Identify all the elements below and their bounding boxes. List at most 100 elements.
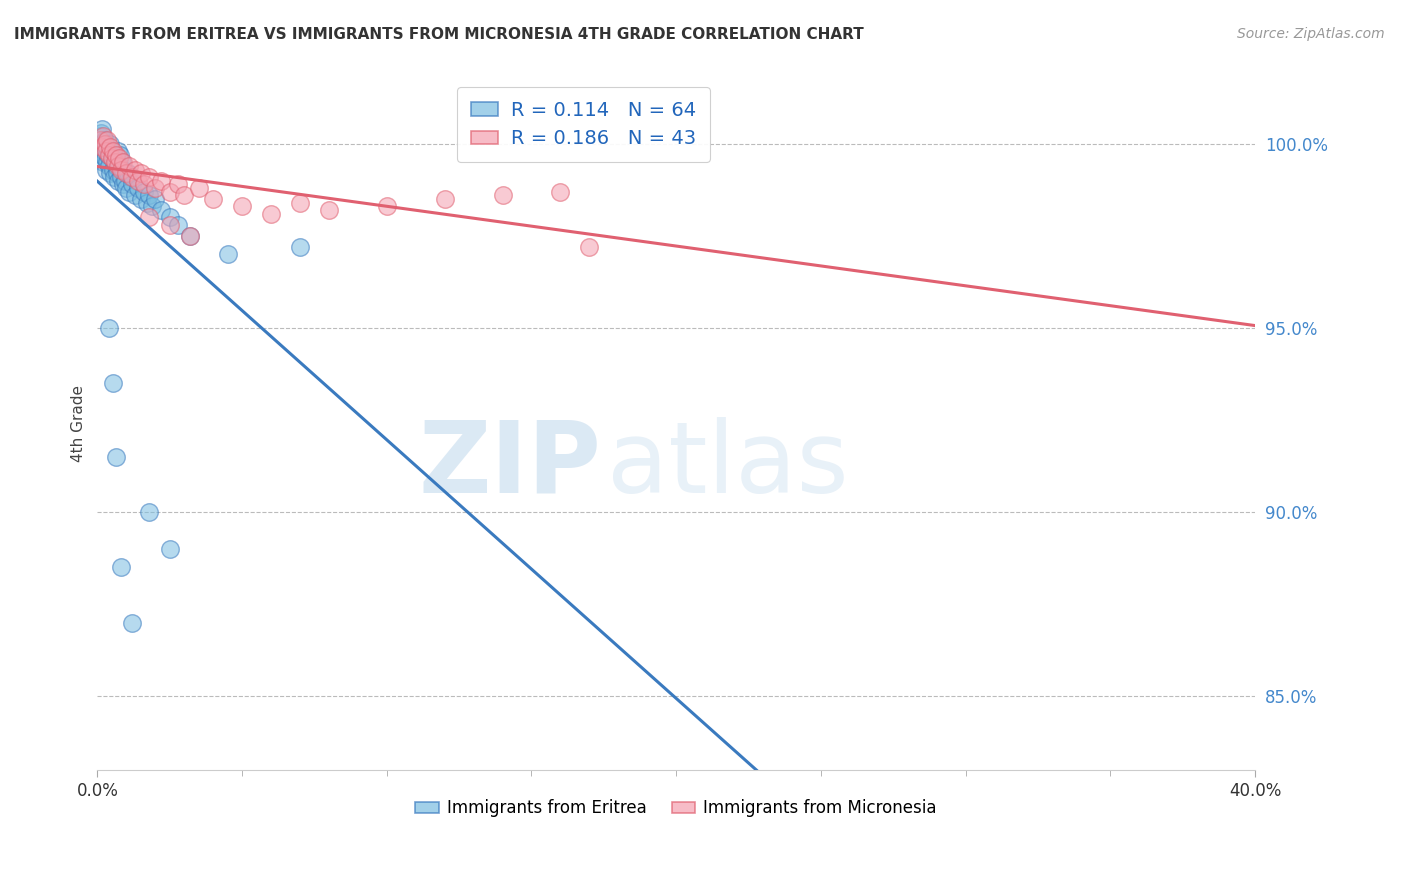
Point	[115, 181, 138, 195]
Point	[97, 148, 120, 162]
Point	[167, 178, 190, 192]
Point	[104, 159, 127, 173]
Point	[179, 228, 201, 243]
Point	[91, 122, 114, 136]
Point	[159, 185, 181, 199]
Point	[121, 615, 143, 630]
Point	[132, 185, 155, 199]
Point	[118, 185, 141, 199]
Point	[100, 166, 122, 180]
Point	[143, 192, 166, 206]
Point	[124, 162, 146, 177]
Point	[173, 188, 195, 202]
Point	[550, 185, 572, 199]
Point	[187, 181, 209, 195]
Point	[94, 162, 117, 177]
Legend: Immigrants from Eritrea, Immigrants from Micronesia: Immigrants from Eritrea, Immigrants from…	[409, 793, 943, 824]
Point	[112, 162, 135, 177]
Point	[108, 148, 131, 162]
Point	[231, 199, 253, 213]
Point	[91, 155, 114, 169]
Point	[103, 376, 125, 391]
Point	[150, 202, 173, 217]
Point	[124, 188, 146, 202]
Point	[104, 155, 127, 169]
Point	[107, 144, 129, 158]
Point	[93, 144, 115, 158]
Point	[89, 129, 111, 144]
Point	[202, 192, 225, 206]
Point	[100, 140, 122, 154]
Point	[105, 152, 128, 166]
Point	[111, 155, 134, 169]
Point	[141, 199, 163, 213]
Point	[105, 450, 128, 464]
Point	[110, 560, 132, 574]
Point	[100, 144, 122, 158]
Point	[114, 173, 136, 187]
Point	[93, 152, 115, 166]
Point	[90, 126, 112, 140]
Point	[578, 240, 600, 254]
Point	[318, 202, 340, 217]
Point	[159, 541, 181, 556]
Point	[138, 505, 160, 519]
Point	[150, 173, 173, 187]
Point	[135, 195, 157, 210]
Point	[97, 321, 120, 335]
Point	[89, 140, 111, 154]
Point	[101, 152, 124, 166]
Point	[110, 162, 132, 177]
Point	[129, 166, 152, 180]
Point	[138, 169, 160, 184]
Point	[138, 211, 160, 225]
Point	[94, 133, 117, 147]
Point	[127, 173, 149, 187]
Point	[103, 148, 125, 162]
Point	[107, 159, 129, 173]
Point	[105, 166, 128, 180]
Point	[96, 140, 118, 154]
Point	[96, 133, 118, 147]
Point	[129, 192, 152, 206]
Point	[97, 159, 120, 173]
Point	[103, 144, 125, 158]
Text: IMMIGRANTS FROM ERITREA VS IMMIGRANTS FROM MICRONESIA 4TH GRADE CORRELATION CHAR: IMMIGRANTS FROM ERITREA VS IMMIGRANTS FR…	[14, 27, 863, 42]
Point	[127, 181, 149, 195]
Point	[110, 169, 132, 184]
Point	[120, 169, 142, 184]
Point	[159, 218, 181, 232]
Point	[107, 173, 129, 187]
Point	[87, 136, 110, 151]
Text: atlas: atlas	[607, 417, 848, 514]
Point	[217, 247, 239, 261]
Point	[117, 166, 139, 180]
Point	[433, 192, 456, 206]
Point	[101, 152, 124, 166]
Point	[260, 207, 283, 221]
Point	[167, 218, 190, 232]
Point	[104, 155, 127, 169]
Point	[91, 129, 114, 144]
Text: Source: ZipAtlas.com: Source: ZipAtlas.com	[1237, 27, 1385, 41]
Point	[288, 195, 311, 210]
Point	[90, 140, 112, 154]
Point	[101, 162, 124, 177]
Point	[118, 159, 141, 173]
Point	[111, 178, 134, 192]
Point	[375, 199, 398, 213]
Point	[103, 169, 125, 184]
Point	[121, 178, 143, 192]
Point	[105, 148, 128, 162]
Point	[132, 178, 155, 192]
Point	[91, 136, 114, 151]
Point	[179, 228, 201, 243]
Point	[97, 148, 120, 162]
Point	[121, 169, 143, 184]
Point	[159, 211, 181, 225]
Point	[115, 166, 138, 180]
Point	[89, 133, 111, 147]
Point	[143, 181, 166, 195]
Y-axis label: 4th Grade: 4th Grade	[72, 385, 86, 462]
Point	[98, 136, 121, 151]
